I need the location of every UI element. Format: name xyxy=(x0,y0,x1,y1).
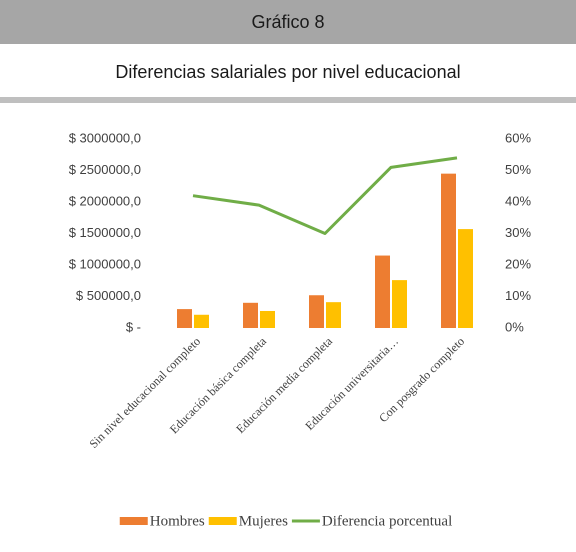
bar xyxy=(177,309,192,328)
y2-tick-label: 40% xyxy=(505,193,531,208)
y2-tick-label: 30% xyxy=(505,225,531,240)
y2-tick-label: 10% xyxy=(505,288,531,303)
x-tick-label: Sin nivel educacional completo xyxy=(86,334,203,451)
y-tick-label: $ 500000,0 xyxy=(76,288,141,303)
y-tick-label: $ 1000000,0 xyxy=(69,256,141,271)
header-band xyxy=(0,0,576,44)
y-tick-label: $ 1500000,0 xyxy=(69,225,141,240)
legend-swatch xyxy=(208,517,237,525)
bar xyxy=(309,295,324,328)
bar xyxy=(458,229,473,328)
y-tick-label: $ 2000000,0 xyxy=(69,193,141,208)
y-tick-label: $ 3000000,0 xyxy=(69,130,141,145)
bar xyxy=(194,314,209,328)
divider xyxy=(0,97,576,103)
y2-tick-label: 20% xyxy=(505,256,531,271)
chart-title: Diferencias salariales por nivel educaci… xyxy=(115,62,460,82)
bar xyxy=(392,280,407,328)
bar xyxy=(243,302,258,328)
bar xyxy=(441,173,456,328)
y2-tick-label: 50% xyxy=(505,162,531,177)
legend-swatch xyxy=(119,517,148,525)
legend-label: Hombres xyxy=(150,513,205,529)
legend-label: Diferencia porcentual xyxy=(322,513,452,529)
header-title: Gráfico 8 xyxy=(251,12,324,32)
legend-label: Mujeres xyxy=(239,513,288,529)
y-tick-label: $ 2500000,0 xyxy=(69,162,141,177)
y2-tick-label: 60% xyxy=(505,130,531,145)
bar xyxy=(375,255,390,328)
line xyxy=(192,156,458,235)
y2-tick-label: 0% xyxy=(505,319,524,334)
bar xyxy=(326,302,341,328)
y-tick-label: $ - xyxy=(126,319,141,334)
bar xyxy=(260,310,275,328)
